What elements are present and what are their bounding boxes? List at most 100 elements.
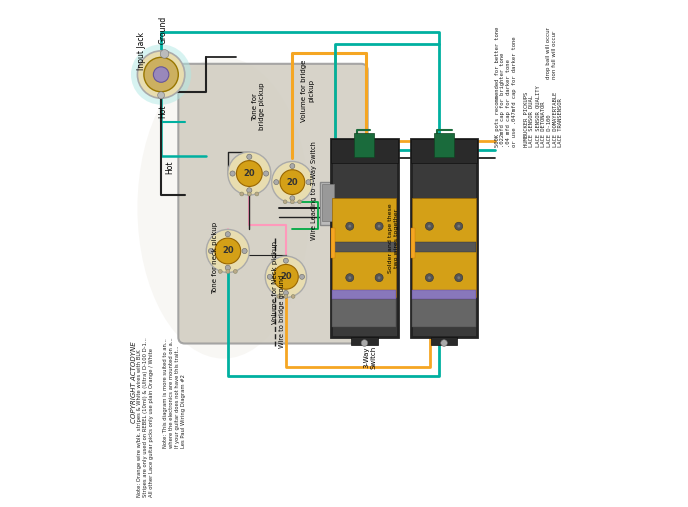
Text: 20: 20 <box>244 169 255 178</box>
Circle shape <box>264 171 269 176</box>
Circle shape <box>290 200 294 204</box>
Circle shape <box>306 179 311 185</box>
Circle shape <box>206 230 249 273</box>
Bar <box>332 289 396 300</box>
Text: Hot: Hot <box>165 161 174 174</box>
Circle shape <box>375 274 383 282</box>
Circle shape <box>299 274 305 279</box>
FancyBboxPatch shape <box>178 64 367 344</box>
Circle shape <box>248 192 251 196</box>
Text: 500K pots recommended for better tone
.022mfd cap for brighter tone
.04 mfd cap : 500K pots recommended for better tone .0… <box>495 27 563 148</box>
Circle shape <box>428 225 431 228</box>
Bar <box>351 337 378 345</box>
Circle shape <box>361 340 368 346</box>
Ellipse shape <box>138 57 310 358</box>
Circle shape <box>298 200 301 204</box>
Bar <box>412 300 476 327</box>
Text: 20: 20 <box>222 246 234 256</box>
Circle shape <box>138 51 185 98</box>
Bar <box>332 300 396 327</box>
Circle shape <box>247 188 252 193</box>
Text: Wire to bridge ground: Wire to bridge ground <box>279 275 285 348</box>
Text: Hot: Hot <box>159 104 168 118</box>
Text: Input Jack: Input Jack <box>137 32 147 70</box>
Circle shape <box>266 256 307 298</box>
Circle shape <box>455 274 463 282</box>
Circle shape <box>283 291 288 296</box>
Text: Wire Leading to 3-Way Switch: Wire Leading to 3-Way Switch <box>311 141 317 240</box>
Circle shape <box>284 295 288 298</box>
Bar <box>331 139 398 163</box>
Circle shape <box>346 222 354 230</box>
Circle shape <box>230 171 235 176</box>
Bar <box>354 133 374 157</box>
Circle shape <box>225 265 230 270</box>
Circle shape <box>208 248 213 254</box>
Text: COPYRIGHT ACTODYNE: COPYRIGHT ACTODYNE <box>131 342 137 423</box>
Circle shape <box>228 152 271 195</box>
Circle shape <box>274 265 299 289</box>
Bar <box>321 184 334 221</box>
Text: drop ball will occur
non full will occur: drop ball will occur non full will occur <box>546 27 557 79</box>
Circle shape <box>272 162 313 203</box>
Bar <box>411 228 415 258</box>
Circle shape <box>242 248 247 254</box>
Circle shape <box>233 270 237 273</box>
Circle shape <box>348 276 352 279</box>
Text: 20: 20 <box>286 177 298 187</box>
Circle shape <box>277 295 281 298</box>
Text: Volume for Neck pickup: Volume for Neck pickup <box>272 241 278 324</box>
Circle shape <box>280 170 305 195</box>
Bar <box>412 289 476 300</box>
Circle shape <box>378 276 380 279</box>
Ellipse shape <box>131 45 191 104</box>
Circle shape <box>428 276 431 279</box>
Circle shape <box>225 232 230 237</box>
Circle shape <box>283 200 287 204</box>
Circle shape <box>425 222 433 230</box>
Text: 20: 20 <box>280 272 292 281</box>
Bar <box>411 139 477 337</box>
Circle shape <box>218 270 222 273</box>
Text: Note: Orange wire w/blk. stripes & White wires with BLK
Stripes are only used on: Note: Orange wire w/blk. stripes & White… <box>138 337 154 497</box>
Text: Ground: Ground <box>159 16 168 45</box>
Bar <box>331 228 335 258</box>
Circle shape <box>268 274 272 279</box>
Bar <box>431 337 458 345</box>
Bar <box>411 139 477 163</box>
Bar <box>412 199 476 298</box>
Circle shape <box>290 164 295 168</box>
Circle shape <box>455 222 463 230</box>
Circle shape <box>441 340 447 346</box>
Circle shape <box>153 67 169 82</box>
Circle shape <box>457 276 460 279</box>
Bar <box>331 139 398 337</box>
Circle shape <box>144 57 178 92</box>
Circle shape <box>457 225 460 228</box>
Circle shape <box>348 225 352 228</box>
Bar <box>321 182 335 225</box>
Bar <box>332 199 396 298</box>
Circle shape <box>237 161 262 187</box>
Circle shape <box>240 192 244 196</box>
Circle shape <box>346 274 354 282</box>
Text: Volume for bridge
pickup: Volume for bridge pickup <box>301 59 314 122</box>
Circle shape <box>375 222 383 230</box>
Circle shape <box>283 258 288 263</box>
Circle shape <box>255 192 259 196</box>
Circle shape <box>215 238 241 264</box>
Circle shape <box>425 274 433 282</box>
Text: 3-Way
Switch: 3-Way Switch <box>363 346 376 369</box>
Text: Tone for
bridge pickup: Tone for bridge pickup <box>252 83 266 130</box>
Circle shape <box>290 196 295 201</box>
Bar <box>434 133 454 157</box>
Circle shape <box>291 295 295 298</box>
Bar <box>412 242 476 252</box>
Text: Tone for neck pickup: Tone for neck pickup <box>212 222 218 294</box>
Circle shape <box>158 92 164 99</box>
Circle shape <box>274 179 279 185</box>
Text: Solder and tape these
two wires together: Solder and tape these two wires together <box>388 203 399 273</box>
Circle shape <box>378 225 380 228</box>
Circle shape <box>247 154 252 159</box>
Circle shape <box>226 270 230 273</box>
